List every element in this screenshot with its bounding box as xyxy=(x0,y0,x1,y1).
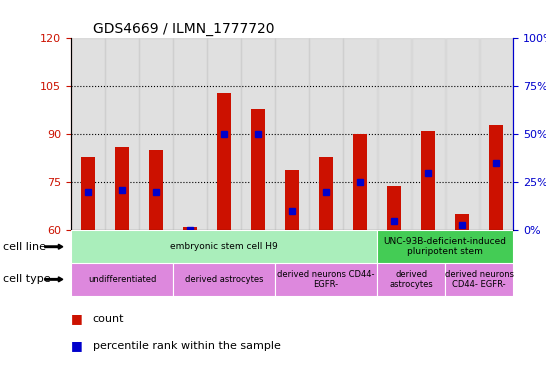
Text: count: count xyxy=(93,314,124,324)
Bar xyxy=(217,93,231,230)
Bar xyxy=(310,38,343,230)
Text: cell line: cell line xyxy=(3,242,46,252)
Bar xyxy=(422,131,435,230)
Bar xyxy=(455,214,469,230)
Bar xyxy=(387,185,401,230)
Text: undifferentiated: undifferentiated xyxy=(88,275,156,284)
Bar xyxy=(445,263,513,296)
Bar xyxy=(377,38,411,230)
Bar xyxy=(149,151,163,230)
Bar xyxy=(71,230,377,263)
Text: percentile rank within the sample: percentile rank within the sample xyxy=(93,341,281,351)
Bar xyxy=(275,38,309,230)
Bar xyxy=(479,38,513,230)
Bar xyxy=(489,125,503,230)
Bar xyxy=(139,38,173,230)
Text: GDS4669 / ILMN_1777720: GDS4669 / ILMN_1777720 xyxy=(93,22,275,36)
Text: derived neurons
CD44- EGFR-: derived neurons CD44- EGFR- xyxy=(445,270,514,289)
Bar xyxy=(72,38,105,230)
Bar xyxy=(446,38,479,230)
Bar xyxy=(353,134,367,230)
Bar xyxy=(174,38,207,230)
Bar xyxy=(377,230,513,263)
Text: cell type: cell type xyxy=(3,274,50,285)
Bar xyxy=(183,227,197,230)
Bar xyxy=(207,38,241,230)
Bar xyxy=(115,147,129,230)
Text: ■: ■ xyxy=(71,339,83,352)
Bar xyxy=(319,157,333,230)
Bar xyxy=(412,38,445,230)
Bar xyxy=(275,263,377,296)
Bar xyxy=(71,263,173,296)
Text: ■: ■ xyxy=(71,312,83,325)
Bar xyxy=(251,109,265,230)
Text: derived
astrocytes: derived astrocytes xyxy=(389,270,433,289)
Text: derived astrocytes: derived astrocytes xyxy=(185,275,263,284)
Bar xyxy=(81,157,95,230)
Bar xyxy=(377,263,445,296)
Bar xyxy=(343,38,377,230)
Text: UNC-93B-deficient-induced
pluripotent stem: UNC-93B-deficient-induced pluripotent st… xyxy=(384,237,507,257)
Bar xyxy=(105,38,139,230)
Text: embryonic stem cell H9: embryonic stem cell H9 xyxy=(170,242,278,251)
Bar xyxy=(173,263,275,296)
Text: derived neurons CD44-
EGFR-: derived neurons CD44- EGFR- xyxy=(277,270,375,289)
Bar xyxy=(286,170,299,230)
Bar xyxy=(241,38,275,230)
